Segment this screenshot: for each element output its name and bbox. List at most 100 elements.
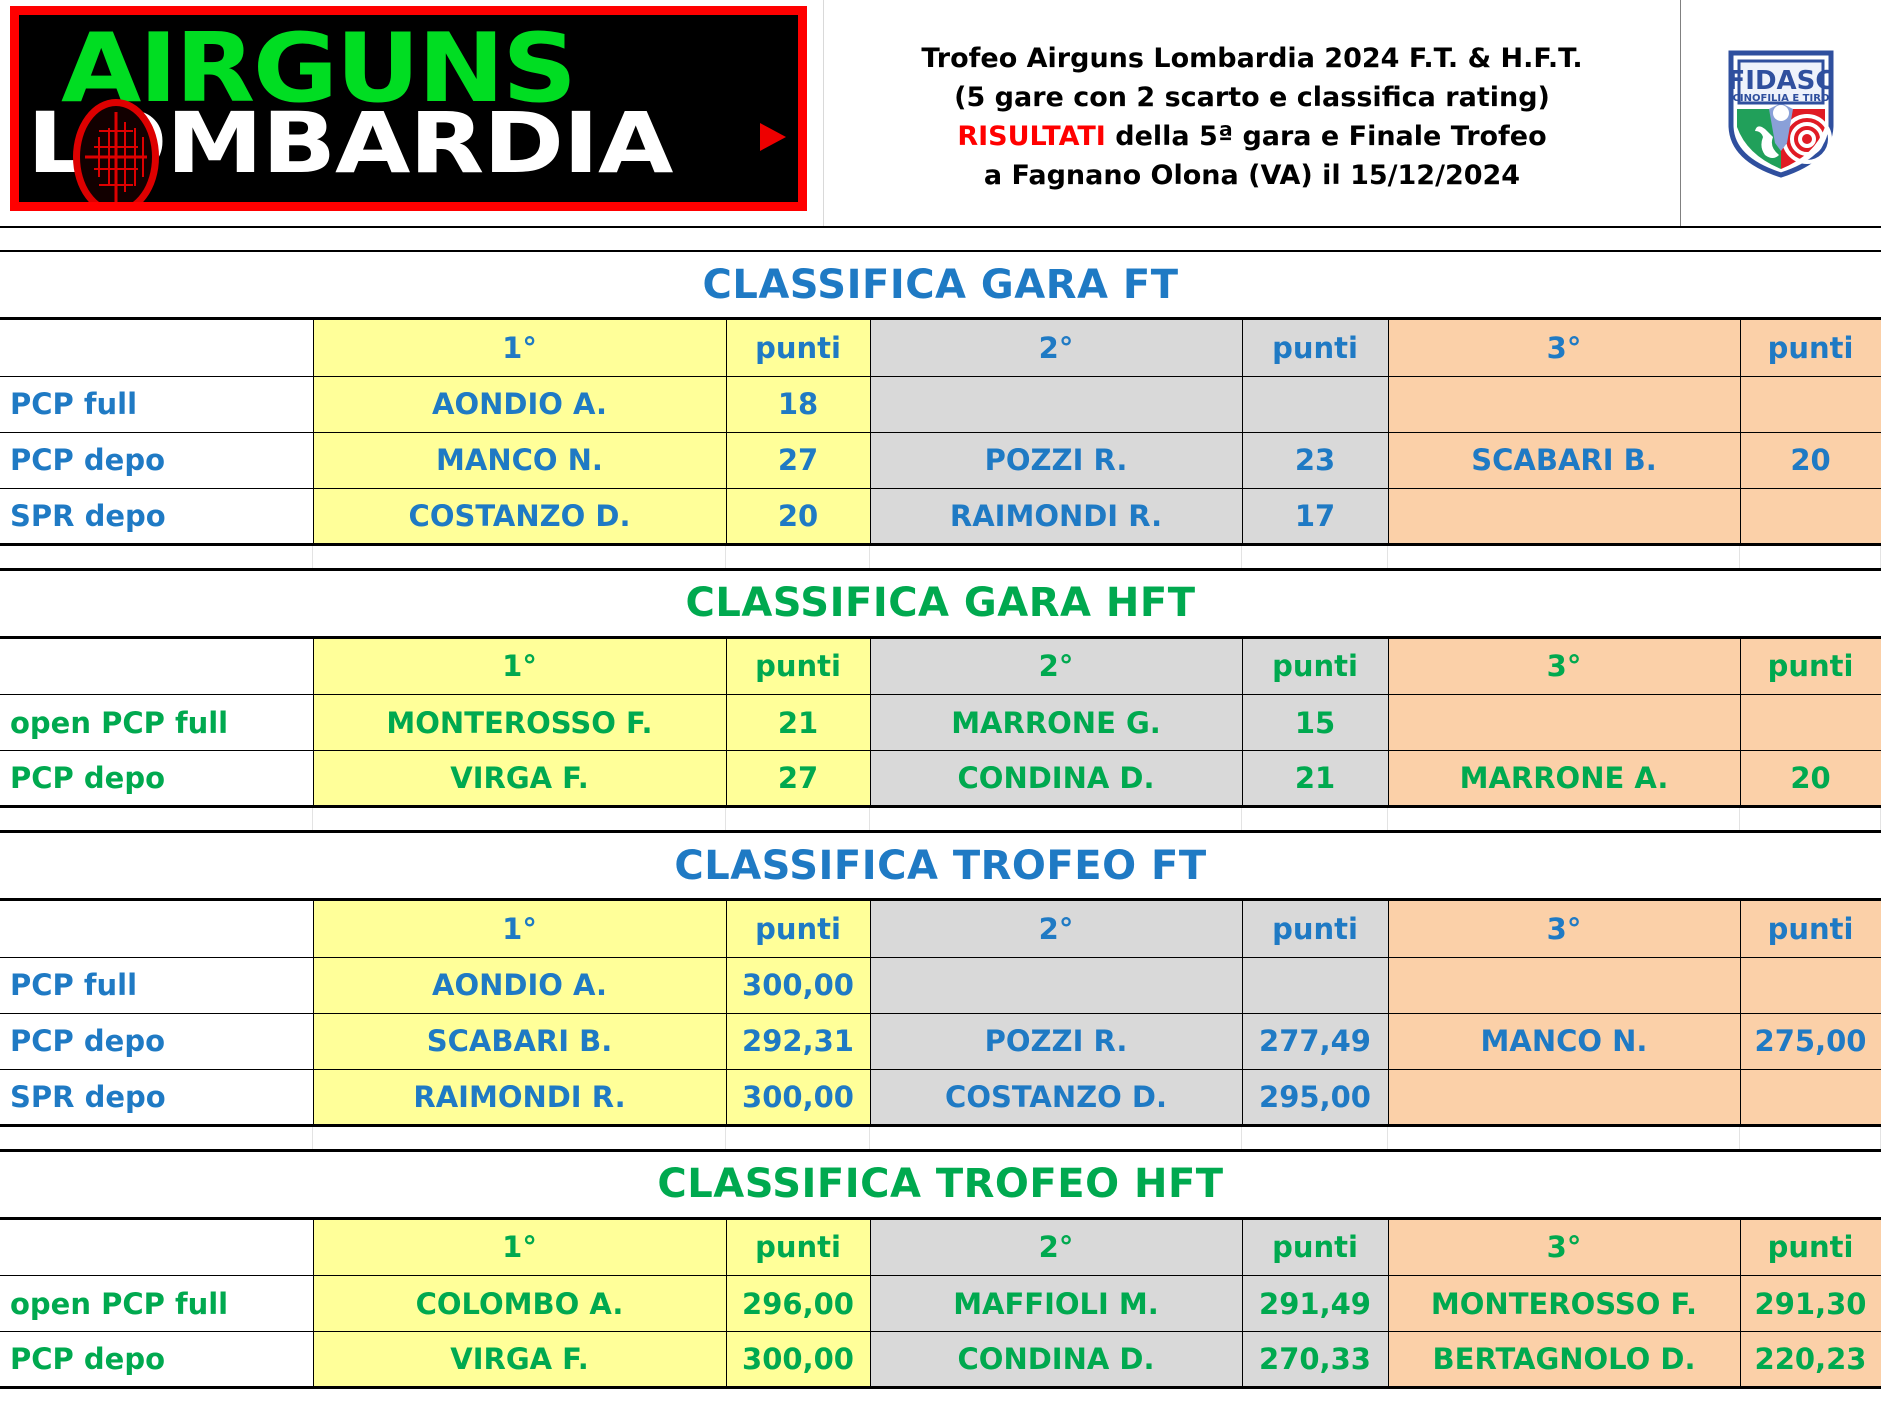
cell-first-place-name: MONTEROSSO F.	[312, 694, 727, 751]
table-row: PCP depo SCABARI B. 292,31 POZZI R. 277,49 MA…	[0, 1012, 1881, 1069]
cell-first-place-points: 296,00	[725, 1275, 871, 1332]
cell-second-place-name: MARRONE G.	[869, 694, 1243, 751]
column-header-first: 1°	[312, 1219, 727, 1276]
section-title-row: CLASSIFICA TROFEO HFT	[0, 1151, 1881, 1220]
cell-third-place-name: BERTAGNOLO D.	[1387, 1331, 1741, 1389]
section-classifica-gara-hft: CLASSIFICA GARA HFT 1° punti 2° punti 3° punti…	[0, 570, 1881, 833]
column-header-points-3: punti	[1739, 638, 1881, 695]
gap-cell	[1388, 808, 1740, 830]
cell-third-place-name	[1387, 1068, 1741, 1127]
table-row: SPR depo COSTANZO D. 20 RAIMONDI R. 17	[0, 487, 1881, 546]
cell-first-place-name: VIRGA F.	[312, 750, 727, 808]
cell-category: open PCP full	[0, 694, 314, 751]
column-header-second: 2°	[869, 1219, 1243, 1276]
cell-third-place-points: 20	[1739, 750, 1881, 808]
column-header-points-2: punti	[1241, 1219, 1389, 1276]
column-header-points-2: punti	[1241, 901, 1389, 957]
cell-second-place-name: COSTANZO D.	[869, 1068, 1243, 1127]
column-header-third: 3°	[1387, 638, 1741, 695]
gap-cell	[1388, 1126, 1740, 1149]
column-header-category	[0, 901, 314, 958]
column-header-points-1: punti	[725, 320, 871, 376]
cell-third-place-points: 275,00	[1739, 1012, 1881, 1069]
cell-third-place-points	[1739, 487, 1881, 546]
cell-first-place-points: 300,00	[725, 1068, 871, 1127]
fidasc-name: FIDASC	[1728, 66, 1835, 96]
arrow-right-icon	[760, 123, 786, 151]
cell-third-place-points	[1739, 956, 1881, 1013]
cell-third-place-points: 220,23	[1739, 1331, 1881, 1389]
fidasc-shield-icon: FIDASC CINOFILIA E TIRO	[1728, 50, 1835, 178]
cell-second-place-points: 291,49	[1241, 1275, 1389, 1332]
cell-third-place-points	[1739, 1068, 1881, 1127]
section-gap	[0, 808, 1881, 833]
cell-second-place-name: POZZI R.	[869, 431, 1243, 488]
column-header-points-3: punti	[1739, 320, 1881, 376]
header-table-gap	[0, 228, 1881, 252]
cell-third-place-name	[1387, 487, 1741, 546]
cell-category: open PCP full	[0, 1275, 314, 1332]
cell-category: PCP full	[0, 956, 314, 1013]
scope-ticks	[80, 106, 152, 202]
cell-first-place-points: 18	[725, 375, 871, 432]
logo-box: AIRGUNS LOMBARDIA	[10, 6, 807, 211]
cell-second-place-name: RAIMONDI R.	[869, 487, 1243, 546]
cell-second-place-name: MAFFIOLI M.	[869, 1275, 1243, 1332]
table-row: SPR depo RAIMONDI R. 300,00 COSTANZO D. 295,…	[0, 1068, 1881, 1127]
table-row: PCP depo VIRGA F. 300,00 CONDINA D. 270,33 BE…	[0, 1331, 1881, 1389]
table-row: PCP full AONDIO A. 300,00	[0, 956, 1881, 1013]
section-classifica-trofeo-ft: CLASSIFICA TROFEO FT 1° punti 2° punti 3° punt…	[0, 833, 1881, 1152]
ranking-table: 1° punti 2° punti 3° punti PCP full AONDIO A. 18…	[0, 320, 1881, 546]
column-header-third: 3°	[1387, 1219, 1741, 1276]
cell-third-place-name: SCABARI B.	[1387, 431, 1741, 488]
column-header-category	[0, 638, 314, 695]
column-header-points-2: punti	[1241, 320, 1389, 376]
section-title: CLASSIFICA GARA HFT	[685, 580, 1196, 626]
column-header-points-1: punti	[725, 901, 871, 957]
cell-second-place-points	[1241, 375, 1389, 432]
header-title-line-1: Trofeo Airguns Lombardia 2024 F.T. & H.F…	[921, 42, 1583, 74]
gap-cell	[1388, 545, 1740, 568]
cell-second-place-name: CONDINA D.	[869, 750, 1243, 808]
cell-third-place-points	[1739, 694, 1881, 751]
cell-second-place-points: 270,33	[1241, 1331, 1389, 1389]
column-header-second: 2°	[869, 320, 1243, 376]
risultati-label: RISULTATI	[957, 121, 1106, 152]
gap-cell	[1242, 808, 1388, 830]
cell-first-place-points: 292,31	[725, 1012, 871, 1069]
cell-second-place-name: CONDINA D.	[869, 1331, 1243, 1389]
section-title: CLASSIFICA TROFEO HFT	[657, 1161, 1224, 1207]
column-header-second: 2°	[869, 901, 1243, 957]
gap-cell	[0, 545, 313, 568]
cell-third-place-points: 20	[1739, 431, 1881, 488]
table-row: open PCP full COLOMBO A. 296,00 MAFFIOLI M.…	[0, 1275, 1881, 1332]
cell-category: PCP full	[0, 375, 314, 432]
page-header: AIRGUNS LOMBARDIA	[0, 0, 1881, 228]
header-title-line-2: (5 gare con 2 scarto e classifica rating…	[954, 81, 1550, 113]
cell-third-place-name: MONTEROSSO F.	[1387, 1275, 1741, 1332]
logo-stripe	[19, 155, 798, 173]
ranking-table: 1° punti 2° punti 3° punti open PCP full COLOMB…	[0, 1219, 1881, 1389]
table-header-row: 1° punti 2° punti 3° punti	[0, 901, 1881, 958]
cell-category: PCP depo	[0, 750, 314, 808]
section-classifica-gara-ft: CLASSIFICA GARA FT 1° punti 2° punti 3° punti P…	[0, 252, 1881, 571]
cell-second-place-name	[869, 375, 1243, 432]
cell-second-place-points	[1241, 956, 1389, 1013]
cell-category: PCP depo	[0, 1012, 314, 1069]
cell-third-place-name: MARRONE A.	[1387, 750, 1741, 808]
cell-third-place-points	[1739, 375, 1881, 432]
fidasc-logo: FIDASC CINOFILIA E TIRO	[1681, 0, 1881, 226]
cell-first-place-name: SCABARI B.	[312, 1012, 727, 1069]
cell-third-place-name	[1387, 694, 1741, 751]
cell-second-place-points: 15	[1241, 694, 1389, 751]
gap-cell	[313, 808, 726, 830]
cell-second-place-points: 23	[1241, 431, 1389, 488]
ranking-table: 1° punti 2° punti 3° punti open PCP full MONTER…	[0, 638, 1881, 808]
gap-cell	[726, 808, 870, 830]
cell-first-place-name: VIRGA F.	[312, 1331, 727, 1389]
cell-first-place-name: COLOMBO A.	[312, 1275, 727, 1332]
table-header-row: 1° punti 2° punti 3° punti	[0, 638, 1881, 695]
section-title-row: CLASSIFICA GARA FT	[0, 252, 1881, 320]
section-title-row: CLASSIFICA TROFEO FT	[0, 833, 1881, 901]
table-row: PCP full AONDIO A. 18	[0, 375, 1881, 432]
